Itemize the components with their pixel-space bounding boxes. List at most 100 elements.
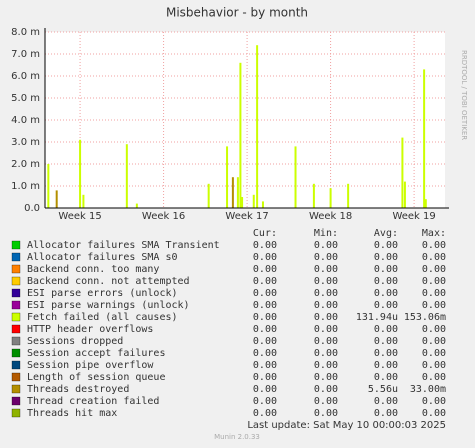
legend-value: 33.00m bbox=[410, 384, 446, 395]
spike bbox=[236, 177, 239, 208]
legend-value: 153.06m bbox=[404, 312, 446, 323]
legend-swatch bbox=[11, 312, 21, 322]
legend-swatch bbox=[11, 396, 21, 406]
legend-value: 0.00 bbox=[253, 384, 277, 395]
legend-value: 0.00 bbox=[253, 240, 277, 251]
legend-swatch bbox=[11, 408, 21, 418]
spike bbox=[231, 177, 234, 208]
legend-value: 0.00 bbox=[374, 288, 398, 299]
legend-name: Allocator failures SMA s0 bbox=[27, 252, 178, 263]
legend-swatch bbox=[11, 264, 21, 274]
x-tick-label: Week 18 bbox=[309, 211, 352, 222]
legend-swatch bbox=[11, 288, 21, 298]
legend-swatch bbox=[11, 324, 21, 334]
legend-value: 0.00 bbox=[314, 276, 338, 287]
legend-swatch bbox=[11, 372, 21, 382]
legend-swatch bbox=[11, 276, 21, 286]
legend-value: 0.00 bbox=[374, 348, 398, 359]
legend-header: Cur: bbox=[253, 228, 277, 239]
legend-value: 0.00 bbox=[374, 276, 398, 287]
legend-value: 0.00 bbox=[374, 240, 398, 251]
spike bbox=[403, 181, 406, 208]
x-tick-label: Week 16 bbox=[142, 211, 185, 222]
y-tick-label: 6.0 m bbox=[11, 71, 40, 82]
legend-value: 0.00 bbox=[422, 372, 446, 383]
legend-value: 0.00 bbox=[314, 360, 338, 371]
legend-value: 0.00 bbox=[253, 324, 277, 335]
legend-value: 0.00 bbox=[314, 324, 338, 335]
legend-value: 0.00 bbox=[314, 252, 338, 263]
spike bbox=[207, 183, 210, 208]
legend-value: 0.00 bbox=[422, 240, 446, 251]
spike bbox=[135, 203, 138, 208]
spike bbox=[252, 194, 255, 208]
y-tick-label: 3.0 m bbox=[11, 137, 40, 148]
legend-value: 0.00 bbox=[314, 312, 338, 323]
legend-value: 0.00 bbox=[253, 312, 277, 323]
spike bbox=[294, 146, 297, 208]
spike bbox=[79, 139, 82, 208]
legend-value: 0.00 bbox=[314, 336, 338, 347]
legend-value: 0.00 bbox=[253, 276, 277, 287]
legend-value: 0.00 bbox=[374, 360, 398, 371]
legend-value: 0.00 bbox=[253, 396, 277, 407]
legend-header: Avg: bbox=[374, 228, 398, 239]
legend-name: Length of session queue bbox=[27, 372, 165, 383]
legend-name: Backend conn. too many bbox=[27, 264, 159, 275]
footer: Munin 2.0.33 bbox=[214, 433, 260, 441]
legend-swatch bbox=[11, 348, 21, 358]
legend-value: 0.00 bbox=[314, 288, 338, 299]
legend-value: 0.00 bbox=[374, 252, 398, 263]
legend-value: 0.00 bbox=[314, 384, 338, 395]
legend-value: 0.00 bbox=[422, 324, 446, 335]
legend-value: 0.00 bbox=[253, 288, 277, 299]
legend-swatch bbox=[11, 360, 21, 370]
legend-value: 0.00 bbox=[314, 300, 338, 311]
legend-name: ESI parse warnings (unlock) bbox=[27, 300, 190, 311]
legend-name: Threads hit max bbox=[27, 408, 117, 419]
spike bbox=[424, 199, 427, 208]
legend-name: Fetch failed (all causes) bbox=[27, 312, 178, 323]
side-label: RRDTOOL / TOBI OETIKER bbox=[460, 50, 468, 140]
spike bbox=[423, 69, 426, 209]
chart-title: Misbehavior - by month bbox=[166, 6, 308, 20]
legend-name: ESI parse errors (unlock) bbox=[27, 288, 178, 299]
legend-value: 0.00 bbox=[422, 360, 446, 371]
legend-value: 0.00 bbox=[253, 360, 277, 371]
legend-value: 0.00 bbox=[422, 288, 446, 299]
y-tick-label: 4.0 m bbox=[11, 115, 40, 126]
legend-value: 0.00 bbox=[314, 408, 338, 419]
spike bbox=[256, 45, 259, 209]
spike bbox=[241, 197, 244, 208]
x-tick-label: Week 17 bbox=[225, 211, 268, 222]
spike bbox=[82, 194, 85, 208]
x-tick-label: Week 15 bbox=[58, 211, 101, 222]
legend-name: Backend conn. not attempted bbox=[27, 276, 190, 287]
y-tick-label: 7.0 m bbox=[11, 49, 40, 60]
y-tick-label: 5.0 m bbox=[11, 93, 40, 104]
spike bbox=[125, 144, 128, 208]
legend-value: 0.00 bbox=[314, 348, 338, 359]
legend-value: 0.00 bbox=[253, 300, 277, 311]
legend-value: 0.00 bbox=[314, 372, 338, 383]
legend-name: Sessions dropped bbox=[27, 336, 123, 347]
spike bbox=[329, 188, 332, 208]
legend-value: 0.00 bbox=[422, 264, 446, 275]
legend-value: 0.00 bbox=[253, 372, 277, 383]
legend-value: 0.00 bbox=[374, 264, 398, 275]
legend-value: 0.00 bbox=[253, 336, 277, 347]
spike bbox=[55, 190, 58, 208]
spike bbox=[226, 146, 229, 208]
legend-swatch bbox=[11, 240, 21, 250]
legend-header: Max: bbox=[422, 228, 446, 239]
legend-value: 0.00 bbox=[374, 300, 398, 311]
legend-value: 0.00 bbox=[314, 396, 338, 407]
spike bbox=[347, 183, 350, 208]
legend-value: 0.00 bbox=[314, 264, 338, 275]
legend-value: 131.94u bbox=[356, 312, 398, 323]
legend-swatch bbox=[11, 300, 21, 310]
legend-value: 0.00 bbox=[422, 252, 446, 263]
legend-value: 0.00 bbox=[422, 396, 446, 407]
legend-swatch bbox=[11, 336, 21, 346]
